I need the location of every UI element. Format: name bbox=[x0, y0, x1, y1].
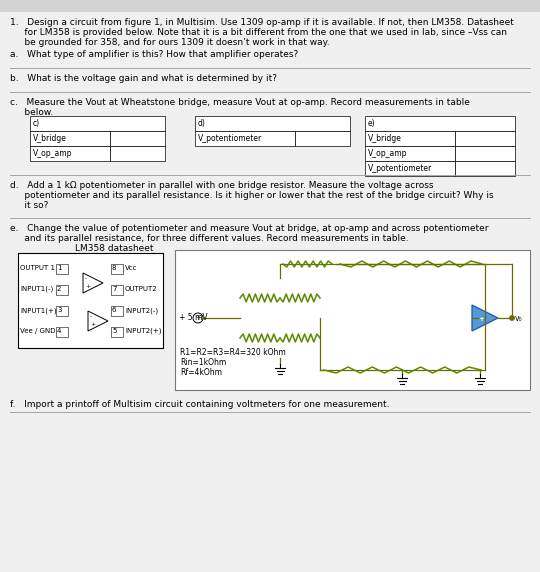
Text: potentiometer and its parallel resistance. Is it higher or lower that the rest o: potentiometer and its parallel resistanc… bbox=[10, 191, 494, 200]
Bar bbox=[56, 285, 68, 295]
Text: 7: 7 bbox=[112, 286, 117, 292]
Text: OUTPUT2: OUTPUT2 bbox=[125, 286, 158, 292]
Text: 6: 6 bbox=[112, 307, 117, 313]
Bar bbox=[365, 116, 515, 131]
Text: 8: 8 bbox=[112, 265, 117, 271]
Text: +: + bbox=[195, 315, 201, 321]
Text: INPUT1(+): INPUT1(+) bbox=[20, 307, 57, 313]
Text: and its parallel resistance, for three different values. Record measurements in : and its parallel resistance, for three d… bbox=[10, 234, 409, 243]
Text: Vcc: Vcc bbox=[125, 265, 138, 271]
Bar bbox=[30, 146, 110, 161]
Bar bbox=[111, 285, 123, 295]
Text: Rf=4kOhm: Rf=4kOhm bbox=[180, 368, 222, 377]
Text: Rin=1kOhm: Rin=1kOhm bbox=[180, 358, 226, 367]
Text: INPUT2(-): INPUT2(-) bbox=[125, 307, 158, 313]
Text: b.   What is the voltage gain and what is determined by it?: b. What is the voltage gain and what is … bbox=[10, 74, 277, 83]
Text: -: - bbox=[90, 315, 92, 320]
Text: 2: 2 bbox=[57, 286, 62, 292]
Text: LM358 datasheet: LM358 datasheet bbox=[75, 244, 153, 253]
Bar bbox=[175, 250, 530, 390]
Text: 5: 5 bbox=[112, 328, 117, 334]
Bar bbox=[18, 253, 163, 348]
Text: it so?: it so? bbox=[10, 201, 49, 210]
Text: V_bridge: V_bridge bbox=[33, 134, 67, 143]
Text: +: + bbox=[90, 323, 95, 328]
Text: 4: 4 bbox=[57, 328, 62, 334]
Bar bbox=[365, 161, 455, 176]
Text: a.   What type of amplifier is this? How that amplifier operates?: a. What type of amplifier is this? How t… bbox=[10, 50, 298, 59]
Circle shape bbox=[193, 313, 203, 323]
Bar bbox=[110, 131, 165, 146]
Circle shape bbox=[510, 316, 514, 320]
Bar bbox=[365, 131, 455, 146]
Text: +: + bbox=[85, 284, 90, 289]
Text: for LM358 is provided below. Note that it is a bit different from the one that w: for LM358 is provided below. Note that i… bbox=[10, 28, 507, 37]
Text: 3: 3 bbox=[57, 307, 62, 313]
Text: Vee / GND: Vee / GND bbox=[20, 328, 56, 334]
Text: e): e) bbox=[368, 119, 376, 128]
Bar bbox=[111, 327, 123, 337]
Bar bbox=[56, 306, 68, 316]
Bar bbox=[111, 306, 123, 316]
Bar bbox=[110, 146, 165, 161]
Text: 1.   Design a circuit from figure 1, in Multisim. Use 1309 op-amp if it is avail: 1. Design a circuit from figure 1, in Mu… bbox=[10, 18, 514, 27]
Text: V_op_amp: V_op_amp bbox=[33, 149, 72, 158]
Bar bbox=[455, 161, 515, 176]
Text: be grounded for 358, and for ours 1309 it doesn’t work in that way.: be grounded for 358, and for ours 1309 i… bbox=[10, 38, 329, 47]
Text: 1: 1 bbox=[57, 265, 62, 271]
Bar bbox=[56, 327, 68, 337]
Text: e.   Change the value of potentiometer and measure Vout at bridge, at op-amp and: e. Change the value of potentiometer and… bbox=[10, 224, 489, 233]
Text: +: + bbox=[478, 316, 484, 322]
Text: c): c) bbox=[33, 119, 40, 128]
Polygon shape bbox=[472, 305, 498, 331]
Text: V_op_amp: V_op_amp bbox=[368, 149, 408, 158]
Bar bbox=[0, 0, 540, 12]
Text: OUTPUT 1: OUTPUT 1 bbox=[20, 265, 55, 271]
Bar bbox=[295, 131, 350, 146]
Text: INPUT1(-): INPUT1(-) bbox=[20, 286, 53, 292]
Text: V_potentiometer: V_potentiometer bbox=[198, 134, 262, 143]
Text: d.   Add a 1 kΩ potentiometer in parallel with one bridge resistor. Measure the : d. Add a 1 kΩ potentiometer in parallel … bbox=[10, 181, 434, 190]
Text: V_potentiometer: V_potentiometer bbox=[368, 164, 432, 173]
Bar bbox=[365, 146, 455, 161]
Text: V_bridge: V_bridge bbox=[368, 134, 402, 143]
Bar bbox=[195, 116, 350, 131]
Text: INPUT2(+): INPUT2(+) bbox=[125, 328, 161, 335]
Text: d): d) bbox=[198, 119, 206, 128]
Text: v₀: v₀ bbox=[515, 314, 523, 323]
Bar bbox=[30, 131, 110, 146]
Text: + 5 mV: + 5 mV bbox=[179, 313, 207, 322]
Bar bbox=[30, 116, 165, 131]
Text: -: - bbox=[85, 276, 87, 281]
Bar bbox=[111, 264, 123, 274]
Bar bbox=[195, 131, 295, 146]
Bar bbox=[455, 146, 515, 161]
Text: c.   Measure the Vout at Wheatstone bridge, measure Vout at op-amp. Record measu: c. Measure the Vout at Wheatstone bridge… bbox=[10, 98, 470, 107]
Text: f.   Import a printoff of Multisim circuit containing voltmeters for one measure: f. Import a printoff of Multisim circuit… bbox=[10, 400, 389, 409]
Text: R1=R2=R3=R4=320 kOhm: R1=R2=R3=R4=320 kOhm bbox=[180, 348, 286, 357]
Bar bbox=[56, 264, 68, 274]
Text: below.: below. bbox=[10, 108, 53, 117]
Bar bbox=[455, 131, 515, 146]
